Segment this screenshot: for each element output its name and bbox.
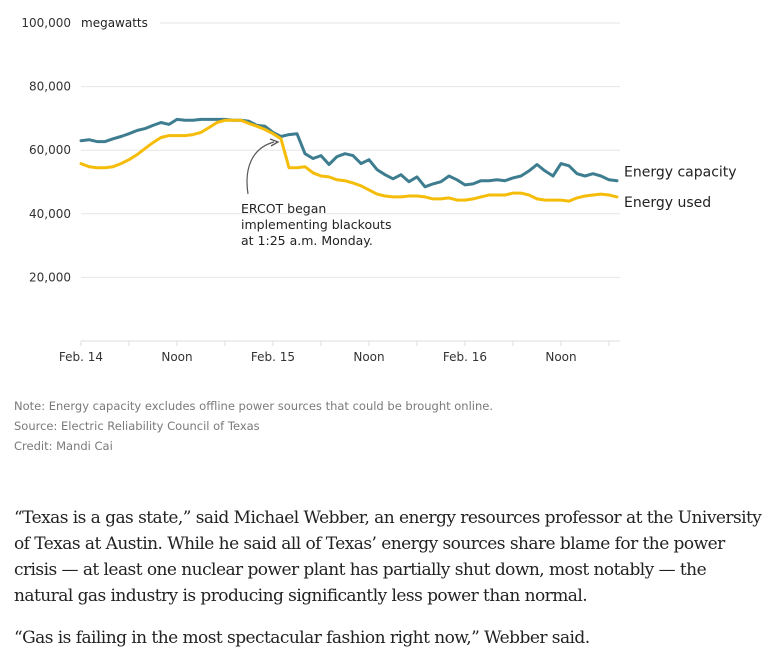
y-tick-label: 40,000 (29, 207, 71, 221)
x-tick-label: Feb. 15 (251, 350, 295, 364)
annotation-line-3: at 1:25 a.m. Monday. (241, 233, 373, 248)
x-axis: Feb. 14 Noon Feb. 15 Noon Feb. 16 Noon (59, 340, 620, 364)
credit-text: Credit: Mandi Cai (14, 439, 113, 453)
series-labels: Energy capacity Energy used (624, 165, 737, 211)
gridlines (81, 22, 620, 278)
annotation-arrow (246, 141, 275, 195)
x-tick-label: Noon (545, 350, 576, 364)
article-paragraph: “Texas is a gas state,” said Michael Web… (14, 508, 762, 606)
series-label-energy-capacity: Energy capacity (624, 165, 737, 181)
y-tick-label: 60,000 (29, 143, 71, 157)
y-tick-label: 80,000 (29, 80, 71, 94)
series-lines (79, 117, 619, 203)
y-tick-label: 20,000 (29, 270, 71, 284)
series-line-energy-used (79, 118, 619, 203)
annotation-arrowhead-icon (269, 138, 280, 147)
series-label-energy-used: Energy used (624, 195, 711, 211)
y-tick-label: 100,000 (21, 16, 71, 30)
annotation: ERCOT began implementing blackouts at 1:… (241, 138, 391, 248)
article-paragraph: “Gas is failing in the most spectacular … (14, 628, 590, 648)
annotation-line-1: ERCOT began (241, 201, 326, 216)
x-tick-label: Noon (161, 350, 192, 364)
chart-notes: Note: Energy capacity excludes offline p… (14, 396, 493, 456)
source-text: Source: Electric Reliability Council of … (14, 419, 260, 433)
line-chart: 20,000 40,000 60,000 80,000 100,000 megawatt… (21, 16, 737, 364)
x-tick-label: Feb. 16 (443, 350, 487, 364)
article-body: “Texas is a gas state,” said Michael Web… (14, 505, 764, 651)
y-unit-label: megawatts (81, 16, 148, 30)
y-axis: 20,000 40,000 60,000 80,000 100,000 (21, 16, 71, 284)
annotation-line-2: implementing blackouts (241, 217, 391, 232)
x-tick-label: Feb. 14 (59, 350, 103, 364)
series-line-energy-capacity (79, 117, 619, 189)
note-text: Note: Energy capacity excludes offline p… (14, 399, 494, 413)
x-tick-label: Noon (353, 350, 384, 364)
